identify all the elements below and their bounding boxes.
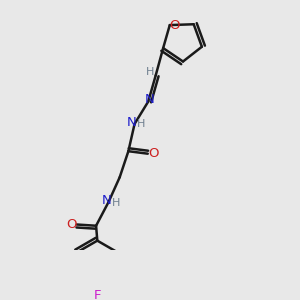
Text: O: O (169, 19, 180, 32)
Text: F: F (94, 289, 101, 300)
Text: H: H (112, 198, 121, 208)
Text: N: N (127, 116, 136, 129)
Text: N: N (102, 194, 111, 207)
Text: N: N (145, 92, 154, 106)
Text: H: H (137, 119, 146, 129)
Text: O: O (66, 218, 76, 231)
Text: O: O (148, 147, 158, 160)
Text: H: H (146, 67, 154, 77)
